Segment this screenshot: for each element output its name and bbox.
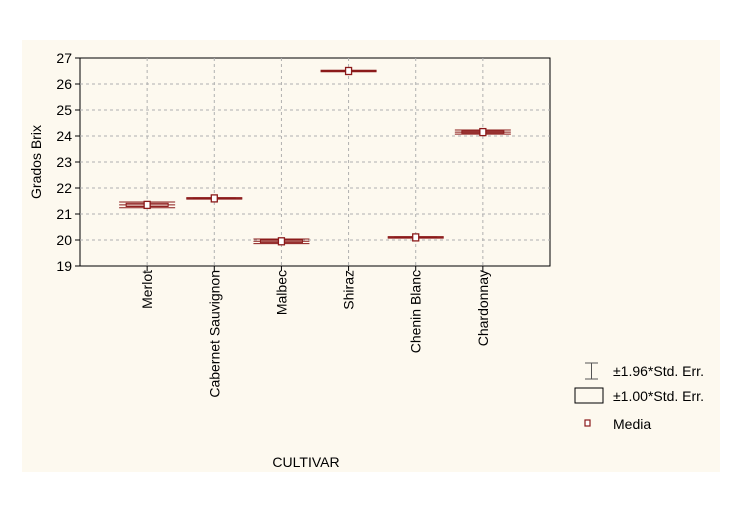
x-axis-label: CULTIVAR (272, 454, 339, 470)
mean-marker (479, 127, 487, 137)
y-tick-label: 21 (56, 206, 72, 222)
legend-item-media: Media (584, 416, 651, 432)
mean-marker (210, 194, 218, 203)
mean-marker (277, 237, 286, 246)
mean-marker (412, 233, 420, 242)
legend-label-ci100: ±1.00*Std. Err. (613, 388, 704, 404)
y-axis-ticks: 19 20 21 22 23 24 25 26 27 (56, 50, 484, 274)
legend-label-media: Media (613, 416, 651, 432)
legend-label-ci196: ±1.96*Std. Err. (613, 363, 704, 379)
x-tick-label: Chardonnay (475, 270, 491, 346)
legend-item-ci100: ±1.00*Std. Err. (574, 387, 704, 404)
x-tick-label: Merlot (139, 270, 155, 309)
y-axis-label: Grados Brix (28, 125, 44, 199)
grid (80, 58, 550, 266)
y-tick-label: 22 (56, 180, 72, 196)
mean-marker (143, 200, 151, 210)
x-axis-categories: Merlot Cabernet Sauvignon Malbec Shiraz Chen… (139, 270, 491, 398)
x-tick-label: Shiraz (341, 270, 357, 310)
legend-media-marker (584, 419, 591, 427)
legend-ci100-box (574, 387, 604, 404)
x-tick-label: Malbec (273, 270, 289, 315)
x-tick-label: Chenin Blanc (408, 270, 424, 353)
y-tick-label: 26 (56, 76, 72, 92)
y-tick-label: 19 (56, 258, 72, 274)
legend: ±1.96*Std. Err. ±1.00*Std. Err. Media (574, 362, 704, 432)
x-tick-label: Cabernet Sauvignon (206, 270, 222, 398)
legend-item-ci196: ±1.96*Std. Err. (585, 362, 704, 380)
y-tick-label: 25 (56, 102, 72, 118)
mean-marker (344, 66, 353, 76)
y-tick-label: 23 (56, 154, 72, 170)
y-tick-label: 20 (56, 232, 72, 248)
data-marks (119, 66, 511, 246)
y-tick-label: 24 (56, 128, 72, 144)
y-tick-label: 27 (56, 50, 72, 66)
